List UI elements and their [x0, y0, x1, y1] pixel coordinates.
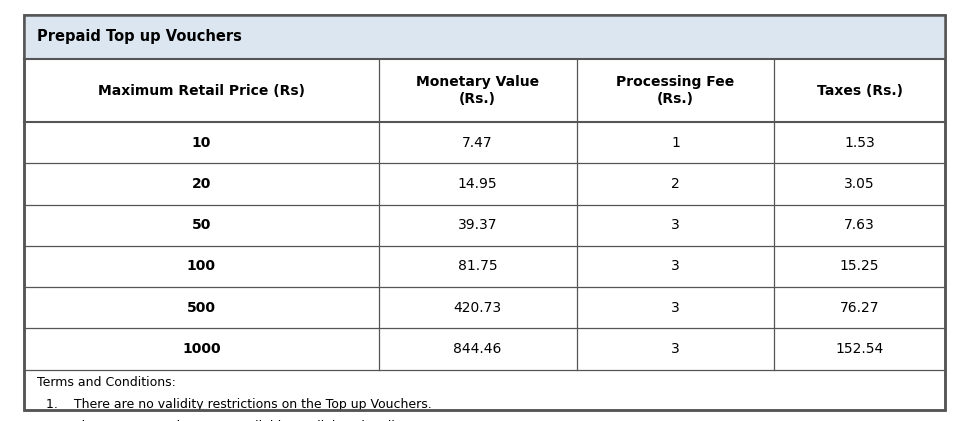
Text: Terms and Conditions:: Terms and Conditions:: [37, 376, 175, 389]
Text: 50: 50: [192, 218, 211, 232]
Text: 3.05: 3.05: [844, 177, 875, 191]
Text: Processing Fee
(Rs.): Processing Fee (Rs.): [616, 75, 735, 106]
Text: Taxes (Rs.): Taxes (Rs.): [817, 83, 903, 98]
Text: 844.46: 844.46: [453, 342, 502, 356]
Text: 2.    The Top-up Vouchers are available to all Jio subscribers: 2. The Top-up Vouchers are available to …: [46, 420, 419, 421]
Text: 10: 10: [192, 136, 211, 150]
Text: 3: 3: [672, 259, 680, 274]
Text: 420.73: 420.73: [453, 301, 502, 315]
Text: 15.25: 15.25: [840, 259, 880, 274]
Text: 3: 3: [672, 218, 680, 232]
Bar: [24, 15, 945, 59]
Text: Prepaid Top up Vouchers: Prepaid Top up Vouchers: [37, 29, 241, 44]
Text: 39.37: 39.37: [457, 218, 497, 232]
Text: 100: 100: [187, 259, 216, 274]
Text: 7.63: 7.63: [844, 218, 875, 232]
Text: 14.95: 14.95: [457, 177, 497, 191]
Text: 152.54: 152.54: [835, 342, 884, 356]
Text: 81.75: 81.75: [457, 259, 497, 274]
Text: 20: 20: [192, 177, 211, 191]
Text: 1.    There are no validity restrictions on the Top up Vouchers.: 1. There are no validity restrictions on…: [46, 398, 431, 411]
Text: Maximum Retail Price (Rs): Maximum Retail Price (Rs): [98, 83, 305, 98]
Text: 76.27: 76.27: [840, 301, 880, 315]
Text: 1: 1: [672, 136, 680, 150]
Text: 1.53: 1.53: [844, 136, 875, 150]
Text: 1000: 1000: [182, 342, 221, 356]
Text: 3: 3: [672, 342, 680, 356]
Text: 3: 3: [672, 301, 680, 315]
Text: Monetary Value
(Rs.): Monetary Value (Rs.): [416, 75, 539, 106]
Text: 2: 2: [672, 177, 680, 191]
Text: 7.47: 7.47: [462, 136, 493, 150]
Text: 500: 500: [187, 301, 216, 315]
